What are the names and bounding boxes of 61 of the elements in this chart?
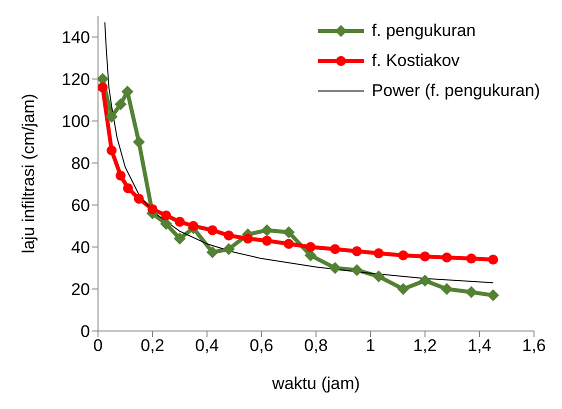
- point: [207, 225, 218, 236]
- point: [442, 252, 452, 262]
- y-tick-label: 100: [62, 112, 90, 132]
- point: [148, 204, 158, 214]
- point: [330, 244, 340, 254]
- point: [132, 136, 145, 148]
- point: [161, 210, 172, 220]
- y-tick-label: 0: [80, 322, 90, 342]
- point: [222, 243, 235, 256]
- x-tick-label: 1,6: [522, 336, 546, 356]
- x-tick-label: 1,2: [413, 336, 437, 356]
- point: [487, 289, 500, 302]
- x-tick-label: 0: [93, 336, 103, 356]
- legend-label: Power (f. pengukuran): [372, 81, 540, 101]
- point: [114, 98, 127, 110]
- x-tick-label: 0,2: [140, 336, 164, 356]
- x-axis-title: waktu (jam): [271, 374, 360, 393]
- point: [465, 286, 478, 298]
- legend-label: f. Kostiakov: [372, 51, 460, 71]
- y-tick-label: 120: [62, 70, 90, 90]
- point: [282, 226, 295, 238]
- point: [262, 236, 272, 246]
- point: [352, 246, 362, 256]
- point: [174, 232, 186, 245]
- y-tick-label: 20: [71, 280, 90, 300]
- point: [206, 246, 218, 258]
- point: [488, 254, 498, 265]
- y-tick-label: 40: [71, 238, 90, 258]
- point: [374, 248, 384, 258]
- point: [98, 82, 108, 92]
- point: [134, 194, 144, 204]
- y-axis-title: laju infiltrasi (cm/jam): [19, 94, 38, 254]
- point: [242, 234, 253, 244]
- x-tick-label: 0,6: [250, 336, 274, 356]
- point: [372, 270, 385, 282]
- x-tick-label: 0,8: [304, 336, 328, 356]
- point: [284, 238, 294, 249]
- point: [122, 183, 133, 194]
- point: [188, 221, 198, 231]
- point: [106, 110, 118, 123]
- point: [329, 262, 342, 274]
- point: [466, 254, 476, 264]
- point: [106, 145, 117, 156]
- y-tick-label: 60: [71, 196, 90, 216]
- point: [440, 283, 453, 295]
- point: [224, 230, 234, 240]
- x-tick-label: 1: [366, 336, 376, 356]
- y-tick-label: 80: [71, 154, 90, 174]
- point: [350, 264, 363, 276]
- legend-label: f. pengukuran: [372, 21, 476, 41]
- point: [174, 216, 185, 227]
- point: [398, 250, 408, 260]
- point: [116, 170, 126, 181]
- point: [306, 242, 316, 252]
- point: [420, 251, 430, 262]
- point: [397, 283, 410, 295]
- x-tick-label: 1,4: [468, 336, 492, 356]
- point: [419, 274, 431, 287]
- y-tick-label: 140: [62, 28, 90, 48]
- x-tick-label: 0,4: [195, 336, 219, 356]
- point: [260, 224, 273, 236]
